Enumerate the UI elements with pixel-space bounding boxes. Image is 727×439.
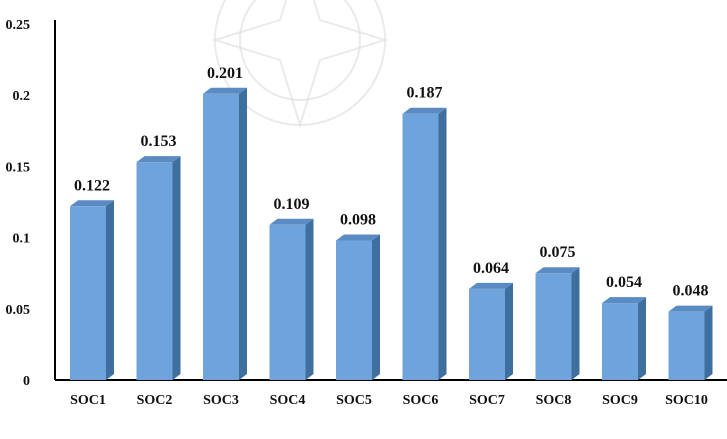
data-label: 0.075 (540, 244, 576, 261)
y-tick-label: 0.2 (13, 89, 31, 104)
data-label: 0.153 (141, 133, 177, 150)
bar-side (305, 218, 314, 380)
data-label: 0.109 (274, 196, 310, 213)
bar-soc2 (136, 156, 181, 380)
bar-top (602, 297, 646, 304)
watermark-ornament (211, 0, 389, 129)
category-label: SOC3 (203, 393, 239, 408)
bar-soc10 (668, 305, 713, 380)
bar-top (269, 218, 314, 225)
data-label: 0.098 (340, 211, 376, 228)
bar-top (203, 87, 247, 94)
bar-front (469, 288, 505, 380)
y-axis-ticks: 0 0.05 0.1 0.15 0.2 0.25 (6, 18, 31, 389)
bar-front (402, 113, 439, 380)
bar-side (704, 305, 713, 380)
bar-top (469, 282, 513, 289)
category-label: SOC6 (403, 393, 439, 408)
bar-front (602, 303, 638, 380)
data-label: 0.064 (473, 260, 509, 277)
bar-soc4 (269, 218, 314, 380)
bar-side (571, 267, 580, 380)
bar-top (402, 107, 447, 114)
bars (70, 87, 713, 380)
data-labels: 0.122 0.153 0.201 0.109 0.098 0.187 0.064 0.075… (74, 65, 709, 300)
data-label: 0.187 (407, 85, 443, 102)
bar-side (239, 87, 247, 380)
data-label: 0.122 (74, 177, 110, 194)
bar-front (535, 273, 572, 380)
bar-top (535, 267, 580, 274)
bar-soc8 (535, 267, 580, 380)
bar-soc5 (336, 234, 380, 380)
bar-top (136, 156, 181, 163)
y-tick-label: 0.15 (6, 160, 31, 175)
bar-front (70, 206, 106, 380)
y-tick-label: 0 (23, 374, 30, 389)
category-label: SOC8 (536, 393, 572, 408)
bar-side (172, 156, 181, 380)
bar-front (269, 224, 306, 380)
bar-front (668, 311, 705, 380)
bar-soc7 (469, 282, 513, 380)
bar-side (505, 282, 513, 380)
bar-front (336, 240, 372, 380)
bar-soc9 (602, 297, 646, 380)
bar-top (70, 200, 114, 207)
bar-side (638, 297, 646, 380)
y-tick-label: 0.25 (6, 18, 31, 33)
y-tick-label: 0.1 (13, 232, 31, 247)
category-label: SOC4 (270, 393, 306, 408)
bar-front (136, 162, 173, 380)
y-tick-label: 0.05 (6, 303, 31, 318)
category-labels: SOC1 SOC2 SOC3 SOC4 SOC5 SOC6 SOC7 SOC8 SOC9 SOC1… (70, 393, 708, 408)
bar-side (438, 107, 447, 380)
data-label: 0.201 (207, 65, 243, 82)
bar-soc3 (203, 87, 247, 380)
data-label: 0.054 (606, 274, 642, 291)
category-label: SOC7 (469, 393, 505, 408)
category-label: SOC2 (137, 393, 173, 408)
category-label: SOC9 (602, 393, 638, 408)
bar-front (203, 93, 239, 380)
bar-soc6 (402, 107, 447, 380)
bar-soc1 (70, 200, 114, 380)
bar-top (668, 305, 713, 312)
bar-side (372, 234, 380, 380)
category-label: SOC5 (336, 393, 372, 408)
bar-side (106, 200, 114, 380)
bar-top (336, 234, 380, 241)
category-label: SOC10 (665, 393, 708, 408)
category-label: SOC1 (70, 393, 106, 408)
data-label: 0.048 (673, 283, 709, 300)
